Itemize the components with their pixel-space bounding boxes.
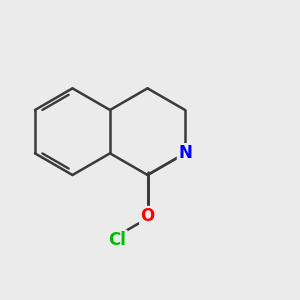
Text: N: N [178,144,192,162]
Text: O: O [140,207,155,225]
Text: Cl: Cl [108,231,126,249]
